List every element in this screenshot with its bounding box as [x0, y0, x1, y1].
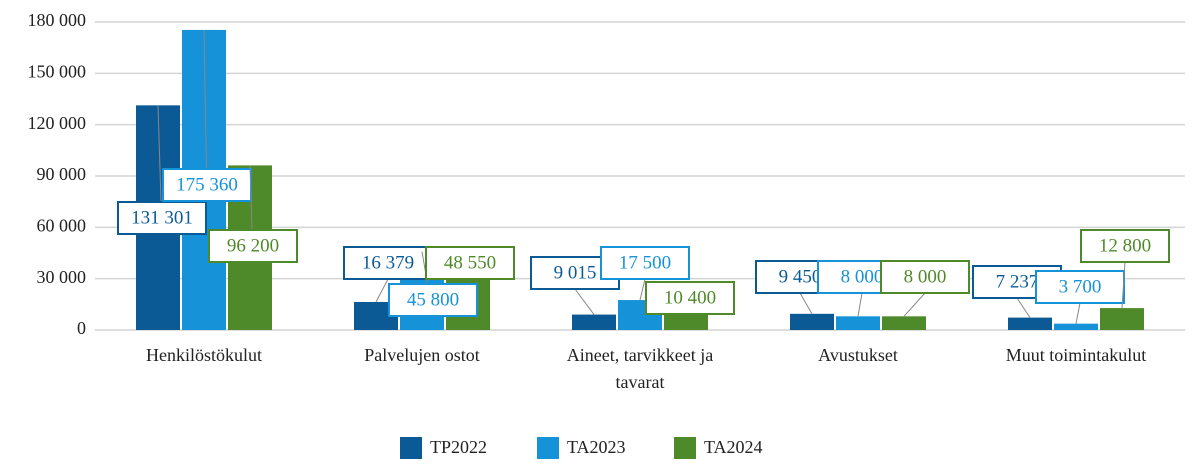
data-label: 8 000	[904, 266, 947, 287]
label-box	[343, 246, 433, 280]
label-box	[388, 283, 478, 317]
bar	[790, 313, 834, 330]
data-label: 9 015	[554, 262, 597, 283]
label-box	[162, 168, 252, 202]
y-tick-label: 90 000	[37, 164, 87, 184]
data-label: 3 700	[1059, 276, 1102, 297]
x-tick-label: Aineet, tarvikkeet ja tavarat	[567, 345, 713, 392]
leader-line	[1075, 302, 1081, 324]
x-tick-label: Muut toimintakulut	[1006, 345, 1147, 365]
data-label: 16 379	[362, 252, 414, 273]
bar	[572, 314, 616, 330]
label-box	[645, 281, 735, 315]
x-tick-label: Avustukset	[818, 345, 898, 365]
leader-line	[1016, 297, 1031, 318]
legend-swatch	[537, 437, 559, 459]
label-box	[1080, 229, 1170, 263]
x-tick-line: Aineet, tarvikkeet ja	[567, 345, 713, 365]
legend-label: TA2023	[567, 437, 626, 457]
bar	[1054, 323, 1098, 330]
y-tick-label: 150 000	[28, 61, 87, 81]
leader-line	[857, 292, 863, 317]
y-tick-label: 180 000	[28, 10, 87, 30]
leader-line	[639, 278, 646, 301]
legend-label: TA2024	[704, 437, 763, 457]
leader-line	[574, 288, 595, 315]
label-box	[117, 201, 207, 235]
label-box	[208, 229, 298, 263]
y-tick-label: 120 000	[28, 113, 87, 133]
y-tick-label: 60 000	[37, 215, 87, 235]
bar	[836, 316, 880, 330]
data-label: 175 360	[176, 174, 238, 195]
bar	[664, 312, 708, 330]
data-label: 8 000	[841, 266, 884, 287]
leader-line	[903, 292, 926, 317]
leader-line	[799, 292, 813, 315]
legend-label: TP2022	[430, 437, 487, 457]
data-label: 45 800	[407, 289, 459, 310]
data-label: 9 450	[779, 266, 822, 287]
label-box	[1035, 270, 1125, 304]
leader-line	[375, 278, 389, 303]
bar	[1008, 317, 1052, 330]
data-label: 7 237	[996, 271, 1039, 292]
data-label: 10 400	[664, 287, 716, 308]
leader-line	[1121, 261, 1126, 309]
x-tick-line: tavarat	[616, 372, 665, 392]
data-label: 131 301	[131, 207, 193, 228]
y-tick-label: 0	[77, 318, 86, 338]
data-label: 96 200	[227, 235, 279, 256]
bar	[882, 316, 926, 330]
data-label: 48 550	[444, 252, 496, 273]
bar	[1100, 308, 1144, 330]
x-tick-label: Palvelujen ostot	[364, 345, 480, 365]
data-label: 17 500	[619, 252, 671, 273]
label-box	[880, 260, 970, 294]
legend-swatch	[674, 437, 696, 459]
data-label: 12 800	[1099, 235, 1151, 256]
y-tick-label: 30 000	[37, 267, 87, 287]
label-box	[425, 246, 515, 280]
legend-swatch	[400, 437, 422, 459]
label-box	[600, 246, 690, 280]
x-tick-label: Henkilöstökulut	[146, 345, 262, 365]
